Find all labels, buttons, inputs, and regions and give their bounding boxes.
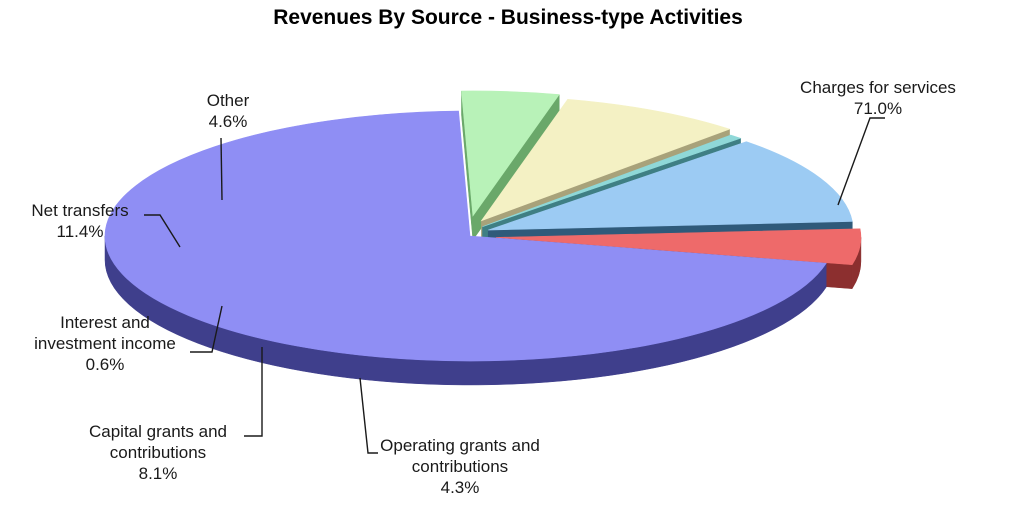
slice-label-net-transfers: Net transfers 11.4% [31,201,181,248]
slice-top-face [482,134,742,227]
slice-label-charges-for-services: Charges for services 71.0% [800,78,956,206]
leader-line [220,137,223,201]
slice-name-label: Other [207,91,250,110]
slice-name-label: Operating grants and [380,436,540,455]
slice-label-interest-and-investment-income: Interest and investment income 0.6% [34,305,223,374]
slice-percent-label: 4.6% [209,112,248,131]
slice-percent-label: 11.4% [57,222,104,241]
slice-percent-label: 71.0% [854,99,902,118]
slice-top-face [480,99,731,222]
slice-top-face [461,90,560,217]
slice-name-label: Charges for services [800,78,956,97]
slice-top-face [488,141,853,231]
slice-percent-label: 0.6% [86,355,125,374]
slice-label-other: Other 4.6% [207,91,250,201]
slice-percent-label: 8.1% [139,464,178,483]
leader-line [837,117,885,206]
slice-name-label: contributions [412,457,508,476]
leader-line [359,377,378,454]
slice-label-capital-grants-and-contributions: Capital grants and contributions 8.1% [89,347,263,483]
leader-line [144,214,181,248]
slice-name-label: Net transfers [31,201,128,220]
slice-name-label: investment income [34,334,176,353]
labels-layer: Charges for services 71.0% Operating grant… [31,78,956,497]
slice-name-label: contributions [110,443,206,462]
leader-line [244,347,263,437]
slice-top-face [495,228,862,266]
chart-title: Revenues By Source - Business-type Activ… [273,6,743,29]
slices-layer [104,90,862,386]
slice-name-label: Capital grants and [89,422,227,441]
slice-name-label: Interest and [60,313,150,332]
leader-line [190,305,223,353]
slice-top-face [104,110,827,362]
pie-slice-charges-for-services [104,110,827,386]
slice-percent-label: 4.3% [441,478,480,497]
slice-label-operating-grants-and-contributions: Operating grants and contributions 4.3% [359,377,540,497]
